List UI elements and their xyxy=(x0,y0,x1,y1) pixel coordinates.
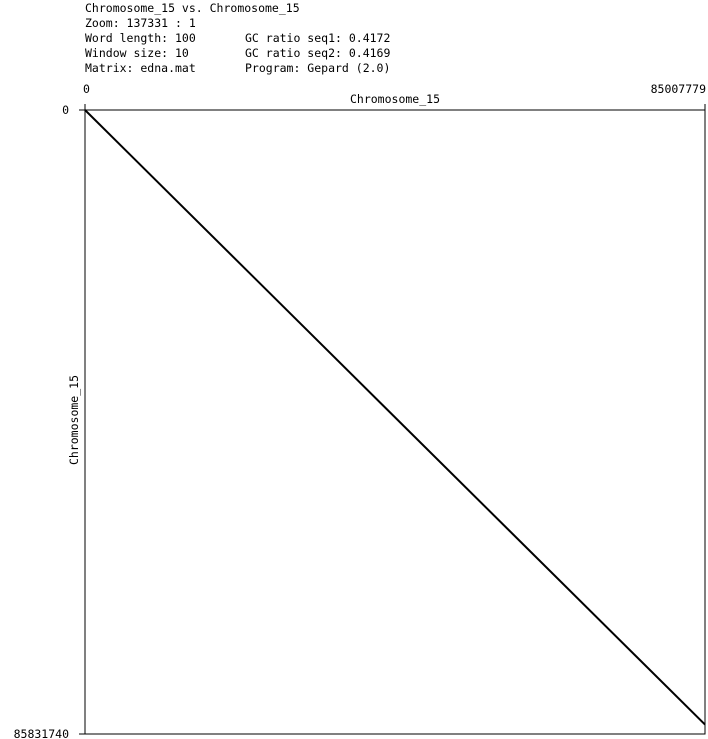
header-gc-seq2: GC ratio seq2: 0.4169 xyxy=(245,46,391,60)
header-gc-seq1: GC ratio seq1: 0.4172 xyxy=(245,31,391,45)
alignment-diagonal-0 xyxy=(84,109,706,726)
x-axis-label: Chromosome_15 xyxy=(350,92,440,106)
header-window-size: Window size: 10 xyxy=(85,46,189,60)
header-zoom: Zoom: 137331 : 1 xyxy=(85,16,196,30)
x-tick-label-end: 85007779 xyxy=(651,82,706,96)
y-tick-label-end: 85831740 xyxy=(14,727,69,739)
header-title: Chromosome_15 vs. Chromosome_15 xyxy=(85,1,300,15)
y-tick-label-start: 0 xyxy=(62,103,69,117)
header-matrix: Matrix: edna.mat xyxy=(85,61,196,75)
header-program: Program: Gepard (2.0) xyxy=(245,61,391,75)
y-axis-label: Chromosome_15 xyxy=(67,375,81,465)
plot-frame xyxy=(84,109,706,735)
header-word-length: Word length: 100 xyxy=(85,31,196,45)
series-layer xyxy=(84,109,706,726)
x-tick-label-start: 0 xyxy=(83,82,90,96)
